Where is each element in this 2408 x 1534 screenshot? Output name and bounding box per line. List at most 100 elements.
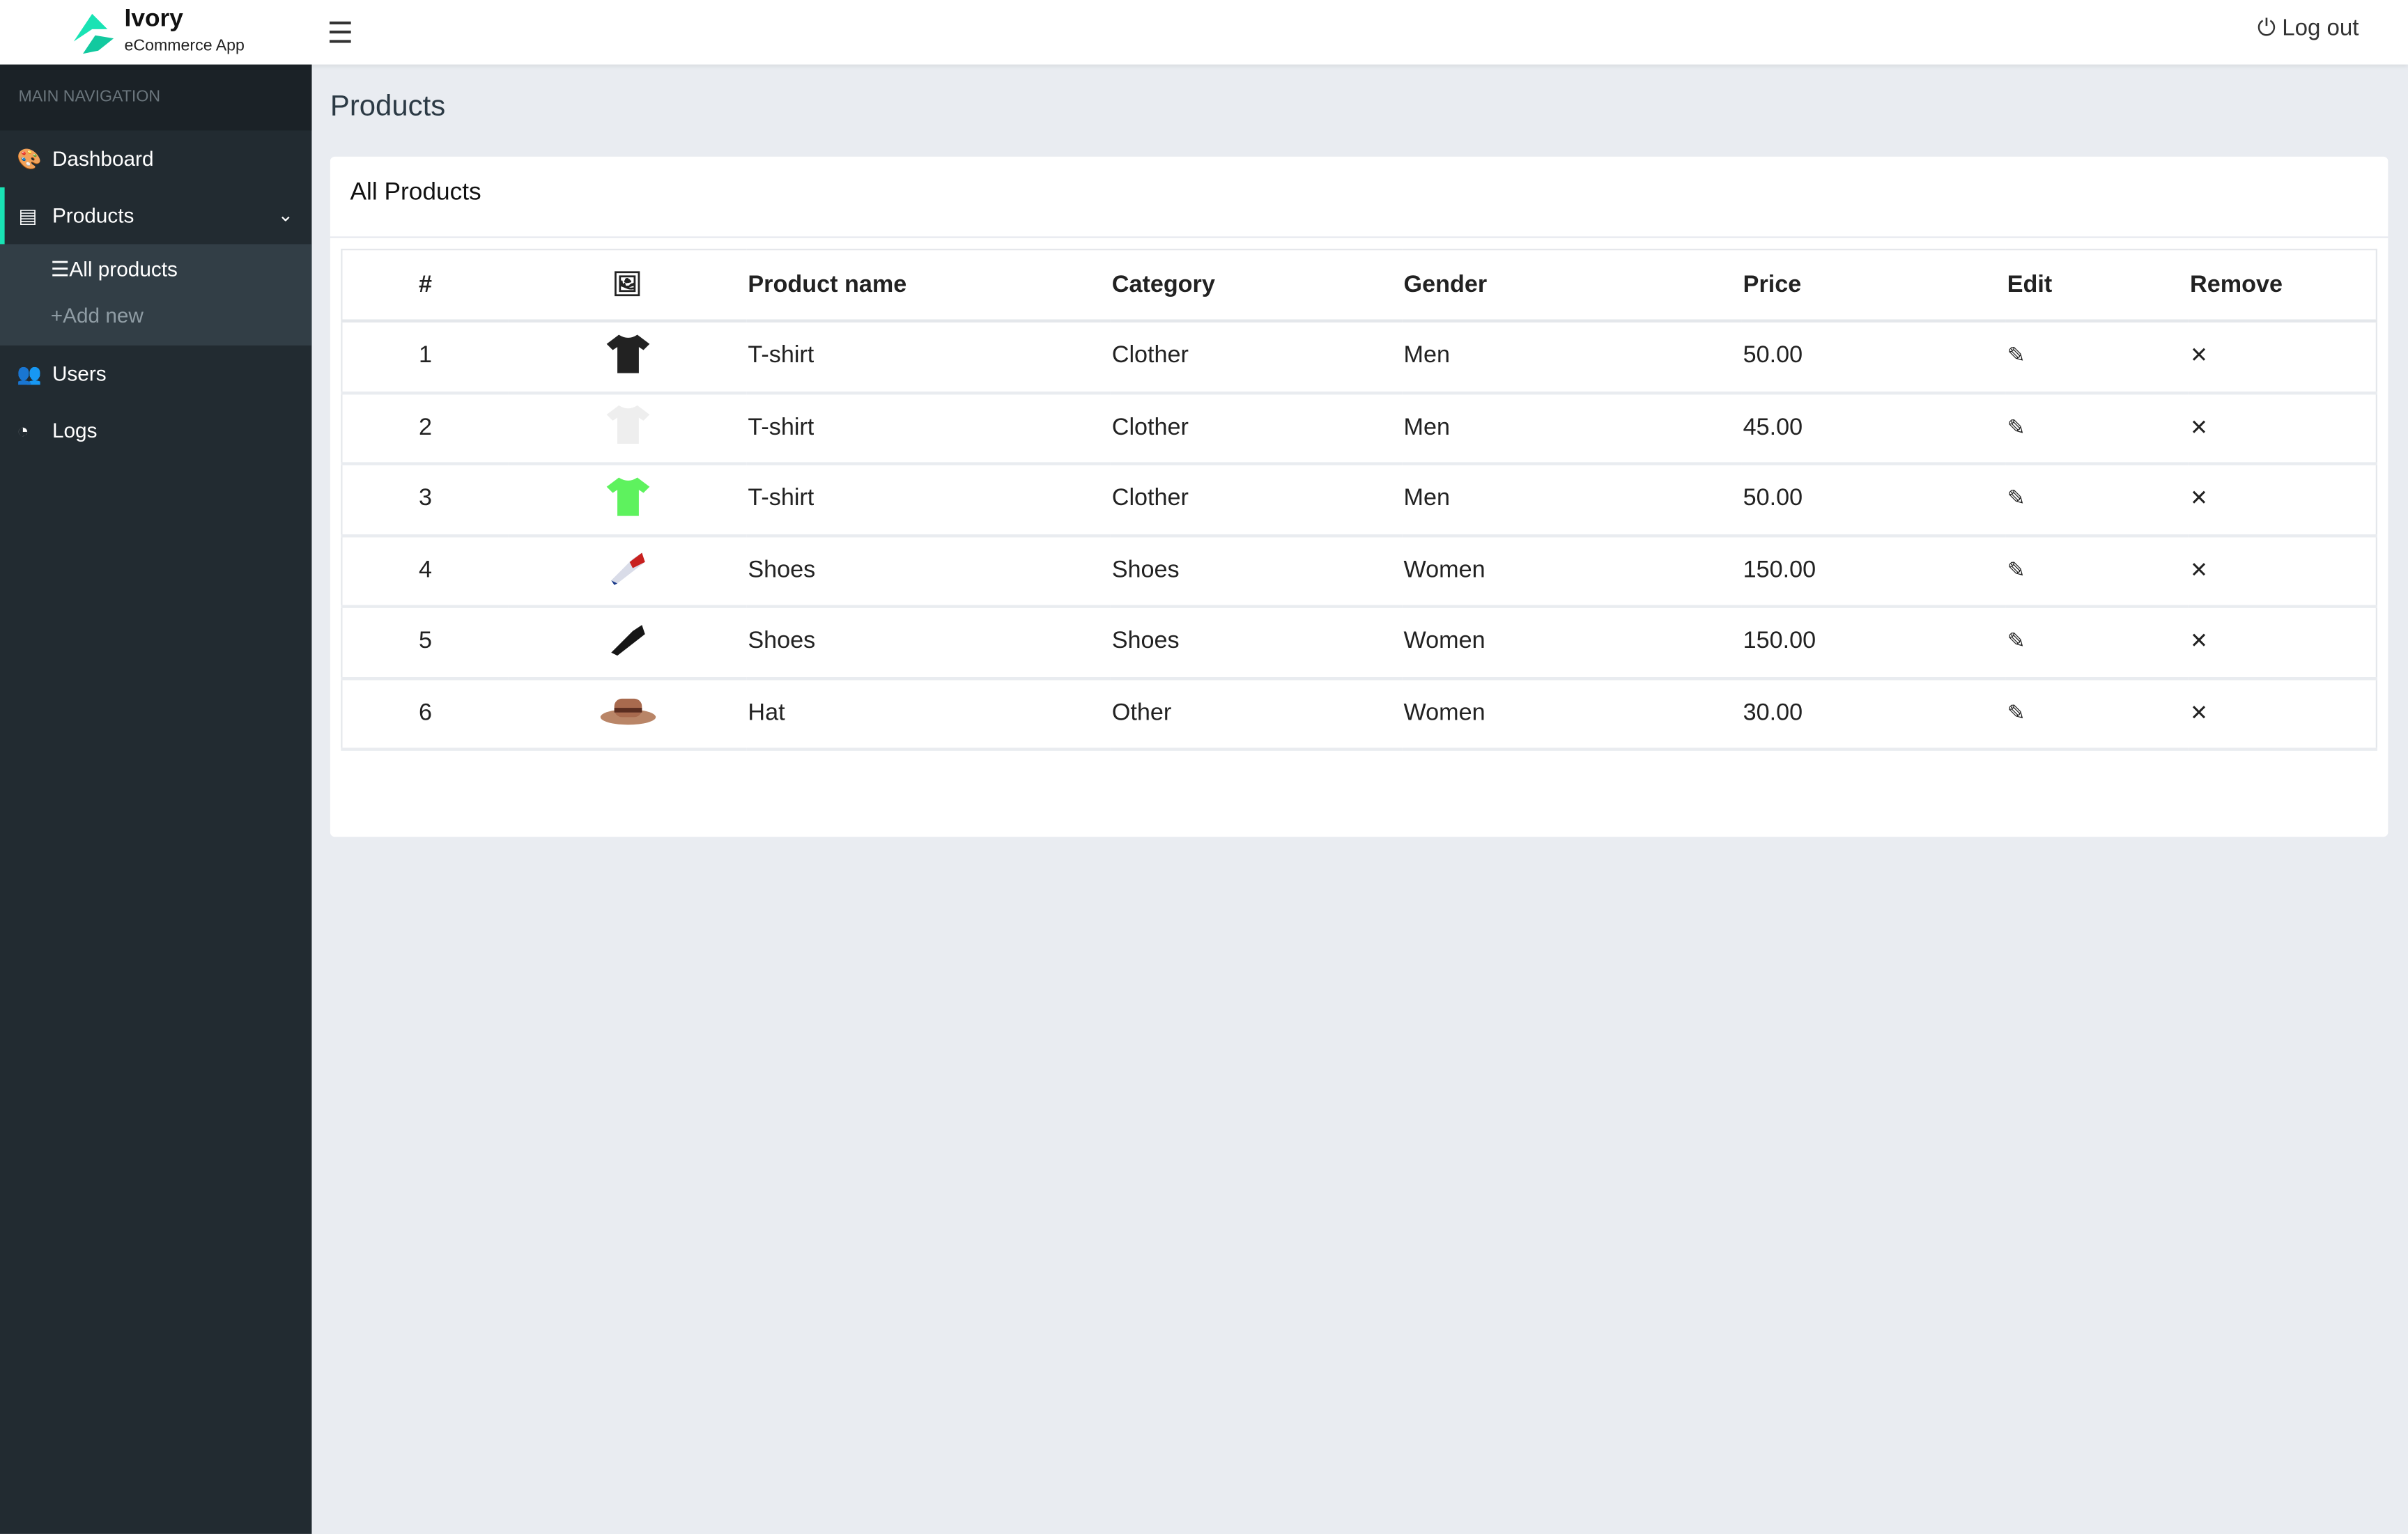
nav-section-label: MAIN NAVIGATION — [0, 64, 312, 131]
sidebar-item-label: Users — [52, 362, 107, 386]
row-id: 6 — [341, 678, 509, 751]
edit-cell: ✎ — [2005, 463, 2189, 537]
edit-cell: ✎ — [2005, 320, 2189, 394]
product-name: Hat — [746, 678, 1111, 751]
edit-icon[interactable]: ✎ — [2007, 699, 2025, 725]
remove-cell: ✕ — [2188, 392, 2377, 465]
close-icon[interactable]: ✕ — [2190, 343, 2208, 368]
remove-cell: ✕ — [2188, 535, 2377, 608]
col-edit: Edit — [2005, 249, 2189, 323]
product-image — [508, 463, 747, 537]
close-icon[interactable]: ✕ — [2190, 414, 2208, 439]
product-category: Clother — [1110, 463, 1403, 537]
sidebar-item-add-new[interactable]: +Add new — [0, 293, 311, 339]
sidebar-item-label: Dashboard — [52, 147, 154, 171]
pie-chart-icon: ◔ — [17, 419, 29, 442]
products-card: All Products # 🖼 Product name Category G… — [330, 156, 2388, 837]
sidebar-item-users[interactable]: 👥 Users — [0, 346, 311, 403]
sidebar-item-dashboard[interactable]: 🎨 Dashboard — [0, 130, 311, 187]
col-price: Price — [1741, 249, 2006, 323]
row-id: 2 — [341, 392, 509, 465]
product-category: Other — [1110, 678, 1403, 751]
sidebar-item-label: Add new — [63, 304, 144, 327]
edit-cell: ✎ — [2005, 606, 2189, 680]
remove-cell: ✕ — [2188, 678, 2377, 751]
products-table: # 🖼 Product name Category Gender Price E… — [341, 249, 2377, 751]
product-price: 50.00 — [1741, 320, 2006, 394]
col-gender: Gender — [1402, 249, 1742, 323]
sidebar-item-products[interactable]: ▤ Products ⌄ — [0, 187, 311, 245]
remove-cell: ✕ — [2188, 320, 2377, 394]
remove-cell: ✕ — [2188, 606, 2377, 680]
chevron-down-icon: ⌄ — [277, 204, 293, 226]
edit-icon[interactable]: ✎ — [2007, 414, 2025, 439]
row-id: 4 — [341, 535, 509, 608]
sidebar-item-label: All products — [69, 258, 178, 281]
edit-icon[interactable]: ✎ — [2007, 628, 2025, 653]
close-icon[interactable]: ✕ — [2190, 699, 2208, 725]
plus-icon: + — [50, 304, 63, 327]
power-icon: ⏻ — [2257, 15, 2276, 42]
remove-cell: ✕ — [2188, 463, 2377, 537]
table-row: 2 T-shirt Clother Men 45.00 ✎ ✕ — [341, 392, 2377, 465]
sidebar-item-label: Logs — [52, 419, 98, 442]
product-gender: Men — [1402, 320, 1742, 394]
product-image — [508, 392, 747, 465]
product-price: 45.00 — [1741, 392, 2006, 465]
product-name: T-shirt — [746, 320, 1111, 394]
col-id: # — [341, 249, 509, 323]
row-id: 1 — [341, 320, 509, 394]
product-category: Shoes — [1110, 606, 1403, 680]
table-row: 3 T-shirt Clother Men 50.00 ✎ ✕ — [341, 463, 2377, 537]
products-submenu: ☰All products +Add new — [0, 244, 312, 346]
edit-cell: ✎ — [2005, 535, 2189, 608]
edit-cell: ✎ — [2005, 678, 2189, 751]
logout-button[interactable]: ⏻ Log out — [2258, 15, 2359, 41]
product-gender: Women — [1402, 535, 1742, 608]
product-price: 150.00 — [1741, 606, 2006, 680]
product-name: T-shirt — [746, 392, 1111, 465]
edit-icon[interactable]: ✎ — [2007, 343, 2025, 368]
ivory-logo-icon — [73, 13, 114, 54]
product-category: Shoes — [1110, 535, 1403, 608]
row-id: 3 — [341, 463, 509, 537]
product-price: 150.00 — [1741, 535, 2006, 608]
product-category: Clother — [1110, 392, 1403, 465]
product-gender: Women — [1402, 678, 1742, 751]
card-title: All Products — [350, 179, 481, 206]
product-image — [508, 320, 747, 394]
sidebar-item-all-products[interactable]: ☰All products — [0, 247, 311, 293]
list-icon: ☰ — [50, 258, 70, 281]
sidebar-item-label: Products — [52, 204, 134, 228]
product-name: Shoes — [746, 535, 1111, 608]
col-remove: Remove — [2188, 249, 2377, 323]
brand-subtitle: eCommerce App — [124, 36, 245, 56]
table-row: 4 Shoes Shoes Women 150.00 ✎ ✕ — [341, 535, 2377, 608]
product-name: T-shirt — [746, 463, 1111, 537]
sidebar: MAIN NAVIGATION 🎨 Dashboard ▤ Products ⌄ ☰A… — [0, 64, 312, 1534]
users-icon: 👥 — [17, 362, 42, 386]
col-product-name: Product name — [746, 249, 1111, 323]
edit-cell: ✎ — [2005, 392, 2189, 465]
hamburger-icon[interactable]: ☰ — [327, 18, 354, 51]
close-icon[interactable]: ✕ — [2190, 628, 2208, 653]
product-gender: Men — [1402, 463, 1742, 537]
table-row: 6 Hat Other Women 30.00 ✎ ✕ — [341, 678, 2377, 751]
product-category: Clother — [1110, 320, 1403, 394]
close-icon[interactable]: ✕ — [2190, 486, 2208, 511]
edit-icon[interactable]: ✎ — [2007, 557, 2025, 582]
top-header: Ivory eCommerce App ☰ ⏻ Log out — [0, 0, 2408, 65]
product-gender: Women — [1402, 606, 1742, 680]
table-row: 5 Shoes Shoes Women 150.00 ✎ ✕ — [341, 606, 2377, 680]
brand-name: Ivory — [124, 6, 183, 33]
product-price: 50.00 — [1741, 463, 2006, 537]
edit-icon[interactable]: ✎ — [2007, 486, 2025, 511]
product-price: 30.00 — [1741, 678, 2006, 751]
image-icon: 🖼 — [612, 272, 643, 298]
product-gender: Men — [1402, 392, 1742, 465]
table-row: 1 T-shirt Clother Men 50.00 ✎ ✕ — [341, 320, 2377, 394]
sidebar-item-logs[interactable]: ◔ Logs — [0, 402, 311, 459]
palette-icon: 🎨 — [17, 147, 42, 171]
close-icon[interactable]: ✕ — [2190, 557, 2208, 582]
product-image — [508, 678, 747, 751]
